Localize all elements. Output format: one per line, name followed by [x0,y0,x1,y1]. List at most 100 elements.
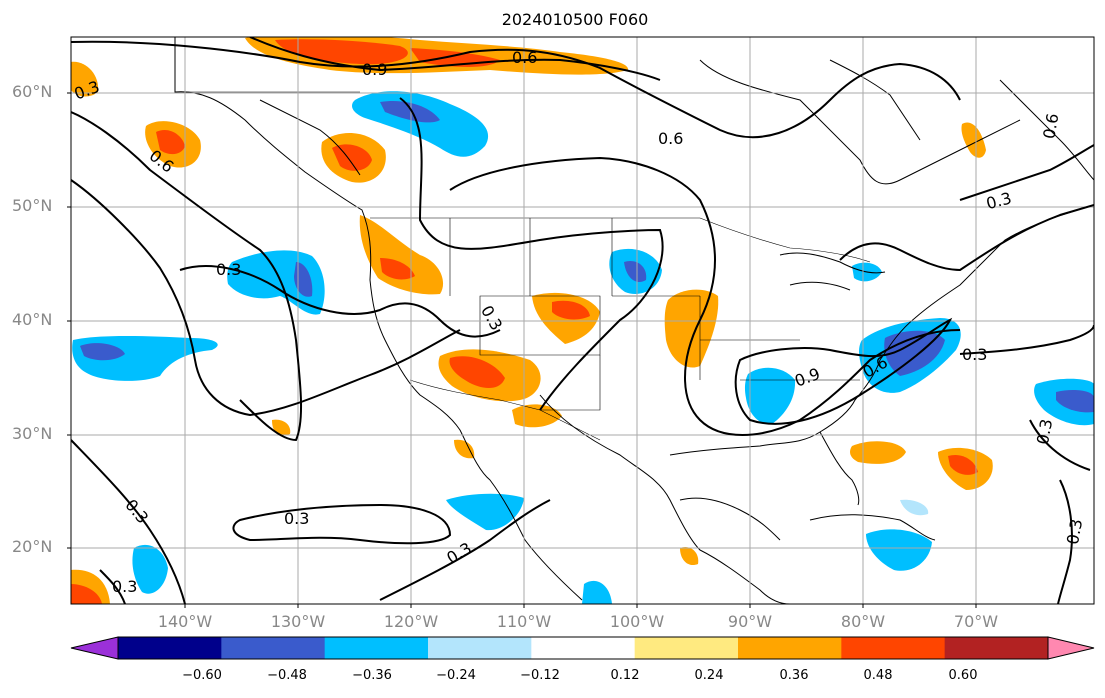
contour-label: 0.3 [1033,418,1056,446]
colorbar-segment [428,637,532,659]
lat-label: 50°N [12,196,53,215]
colorbar [70,636,1095,660]
cold-anomaly-area [900,499,929,516]
warm-anomaly-area [961,122,986,158]
map-title: 2024010500 F060 [501,10,649,29]
contour-line-0-3 [232,503,452,545]
coastline-path [999,79,1094,181]
lat-label: 40°N [12,310,53,329]
colorbar-segment [531,637,636,659]
coastline-path [809,514,936,541]
colorbar-extend-max [1047,636,1095,660]
lon-label: 140°W [157,612,213,631]
contour-line-0-3 [71,439,186,604]
contour-label: 0.3 [962,345,987,364]
cold-anomaly-area [1056,390,1094,413]
colorbar-segment [841,637,946,659]
colorbar-segment [221,637,326,659]
lat-label: 60°N [12,82,53,101]
colorbar-extend-min [70,636,119,660]
contour-line-0-3 [959,144,1094,201]
coastline-path [779,252,886,274]
cold-anomaly-area [294,262,313,297]
border-path [540,355,601,411]
coastline-path [669,204,1094,456]
warm-anomaly-area [850,441,906,464]
contour-line-0-3 [1029,419,1091,471]
colorbar-segment [324,637,429,659]
warm-anomaly-area [449,356,505,388]
graticule [71,37,1094,604]
axis-ticks [67,92,977,608]
contour-label: 0.3 [1063,518,1086,546]
coastline-path [679,497,781,541]
coastline-path [789,281,851,291]
lon-label: 90°W [727,612,773,631]
contour-label: 0.6 [1039,112,1062,140]
cold-anomaly-area [446,493,524,531]
lat-label: 20°N [12,537,53,556]
cold-anomaly-area [582,580,612,604]
lon-label: 70°W [953,612,999,631]
contour-line-0-6 [399,97,664,411]
contour-label: 0.3 [112,577,137,596]
colorbar-tick-label: −0.60 [182,668,222,683]
cold-anomaly-area [132,544,168,594]
contour-line-0-9 [249,37,661,81]
warm-anomaly-area [71,584,102,604]
colorbar-tick-label: 0.24 [694,668,724,683]
border-path [699,217,871,263]
contour-label: 0.6 [658,129,683,148]
contour-line-0-3 [179,265,501,338]
cold-anomaly-area [884,330,945,376]
contour-line-0-3 [379,499,551,601]
border-path [409,379,601,441]
contour-label: 0.3 [216,260,241,279]
colorbar-segment [118,637,222,659]
cold-anomaly-area [866,529,932,571]
warm-anomaly-area [380,258,415,280]
contour-line-0-3 [99,569,126,604]
colorbar-tick-label: −0.24 [436,668,476,683]
contour-line-0-9 [734,317,953,425]
coastline-path [819,431,860,506]
contour-line-0-3 [71,179,461,417]
colorbar-tick-label: 0.60 [948,668,978,683]
warm-anomaly-area [680,546,699,566]
contour-label: 0.9 [362,60,387,79]
lon-label: 130°W [270,612,326,631]
contour-label: 0.3 [284,509,309,528]
contour-label: 0.6 [512,48,537,67]
warm-anomaly-area [552,300,590,320]
warm-anomaly-area [275,39,408,65]
warm-anomaly-area [71,61,99,97]
lon-label: 120°W [383,612,439,631]
coastline-path [259,99,361,176]
colorbar-tick-label: 0.36 [779,668,809,683]
colorbar-tick-label: −0.12 [520,668,560,683]
colorbar-tick-label: −0.48 [267,668,307,683]
contour-line-0-6 [839,204,1094,272]
colorbar-segment [944,637,1049,659]
cold-anomaly-area [380,100,440,123]
contour-lines [71,37,1094,604]
colorbar-tick-label: 0.12 [610,668,640,683]
contour-line-0-6 [71,111,303,442]
lon-label: 100°W [609,612,665,631]
contour-line-0-6 [71,40,961,139]
warm-anomaly-area [948,454,978,475]
colorbar-tick-label: 0.48 [863,668,893,683]
colorbar-tick-label: −0.36 [352,668,392,683]
contour-line-0-6 [449,156,961,436]
contour-line-0-3 [1057,479,1073,604]
lon-label: 80°W [840,612,886,631]
cold-anomaly-area [744,367,796,425]
coastline-path [829,59,921,141]
lon-label: 110°W [496,612,552,631]
colorbar-segment [634,637,739,659]
colorbar-frame [117,636,1049,660]
coastlines [174,37,1094,604]
coastline-path [539,394,791,604]
warm-anomaly-area [156,129,185,155]
